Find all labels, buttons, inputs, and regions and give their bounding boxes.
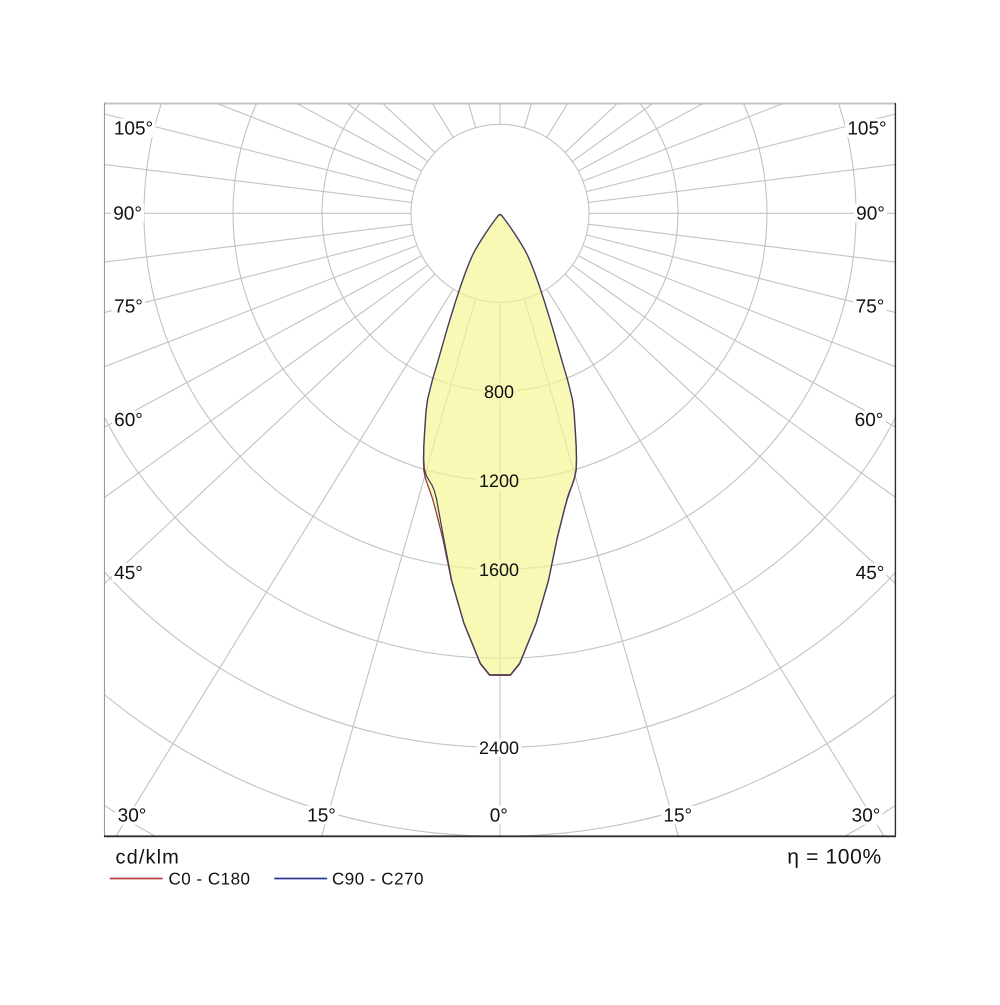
svg-text:75°: 75° — [114, 296, 143, 317]
svg-text:105°: 105° — [847, 118, 886, 139]
svg-text:45°: 45° — [856, 563, 885, 584]
svg-text:800: 800 — [484, 382, 514, 402]
svg-text:30°: 30° — [118, 806, 147, 827]
svg-text:2400: 2400 — [479, 738, 519, 758]
svg-text:60°: 60° — [855, 410, 884, 431]
svg-text:60°: 60° — [114, 410, 143, 431]
svg-text:η = 100%: η = 100% — [787, 845, 882, 868]
svg-text:C0 - C180: C0 - C180 — [169, 870, 251, 889]
svg-text:30°: 30° — [852, 806, 881, 827]
svg-text:75°: 75° — [856, 296, 885, 317]
svg-text:C90 - C270: C90 - C270 — [332, 870, 424, 889]
svg-text:0°: 0° — [490, 805, 508, 826]
svg-text:cd/klm: cd/klm — [116, 847, 180, 869]
svg-text:1600: 1600 — [479, 560, 519, 580]
svg-text:45°: 45° — [114, 563, 143, 584]
svg-text:15°: 15° — [663, 805, 692, 826]
svg-text:105°: 105° — [114, 118, 153, 139]
svg-text:15°: 15° — [307, 805, 336, 826]
svg-text:1200: 1200 — [479, 471, 519, 491]
svg-text:90°: 90° — [856, 203, 885, 224]
svg-text:90°: 90° — [113, 203, 142, 224]
